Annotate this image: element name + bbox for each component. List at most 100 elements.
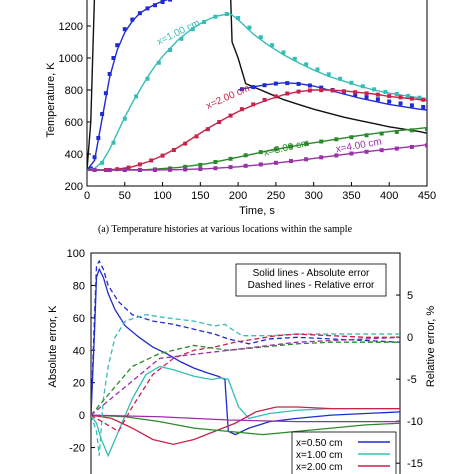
caption-a: (a) Temperature histories at various loc… <box>98 224 353 235</box>
data-point <box>304 141 309 146</box>
series-line-1 <box>91 365 400 458</box>
data-point <box>304 62 309 67</box>
data-point <box>243 153 248 158</box>
x-tick-label: 200 <box>229 190 247 202</box>
y-tick-label: 800 <box>65 85 83 97</box>
data-point <box>122 27 127 32</box>
data-point <box>372 87 377 92</box>
data-point <box>171 148 176 152</box>
data-point <box>145 6 150 11</box>
data-point <box>273 147 278 152</box>
data-point <box>126 165 131 170</box>
legend: x=0.50 cmx=1.00 cmx=2.00 cm <box>291 431 397 474</box>
data-point <box>224 12 229 16</box>
plot-area <box>87 0 427 172</box>
plot-area <box>91 259 400 458</box>
data-point <box>228 156 233 161</box>
series-line-4 <box>91 414 400 423</box>
x-axis-label: Time, s <box>239 205 275 217</box>
data-point <box>326 72 331 77</box>
data-point <box>341 89 346 94</box>
data-point <box>198 162 203 167</box>
data-point <box>353 92 358 97</box>
data-point <box>421 104 426 109</box>
data-point <box>100 112 105 116</box>
series-line-6 <box>87 144 427 171</box>
legend-label: x=1.00 cm <box>296 450 342 461</box>
data-point <box>409 144 414 149</box>
x-tick-label: 300 <box>304 190 322 202</box>
series-line-9 <box>91 336 400 416</box>
y-tick-label: 60 <box>73 313 85 325</box>
data-point <box>273 94 278 99</box>
data-point <box>273 81 278 86</box>
x-tick-label: 350 <box>342 190 360 202</box>
series-line-5 <box>91 259 400 416</box>
data-point <box>364 91 369 96</box>
y-tick-label: 600 <box>65 117 83 129</box>
y-tick-label: 400 <box>65 149 83 161</box>
data-point <box>421 97 426 102</box>
series-label: x=3.00 cm <box>263 138 311 159</box>
x-tick-label: 50 <box>119 190 131 202</box>
x-tick-label: 0 <box>84 190 90 202</box>
data-point <box>111 140 116 145</box>
data-point <box>349 80 354 85</box>
series-label: x=1.00 cm <box>155 18 202 48</box>
series-line-3 <box>91 414 400 436</box>
data-point <box>92 155 97 160</box>
data-point <box>160 0 165 4</box>
data-point <box>213 14 218 19</box>
data-point <box>130 17 135 22</box>
data-point <box>247 25 252 30</box>
data-point <box>425 143 427 148</box>
data-point <box>296 81 301 86</box>
data-point <box>409 103 414 108</box>
data-point <box>394 146 399 151</box>
y-axis-label: Temperature, K <box>45 62 57 138</box>
data-point <box>115 167 120 172</box>
y2-tick-label: 5 <box>407 290 413 302</box>
data-point <box>319 88 324 93</box>
note-line: Solid lines - Absolute error <box>253 268 370 279</box>
data-point <box>349 135 354 140</box>
series-line-0 <box>87 0 427 171</box>
y-tick-label: 200 <box>65 181 83 193</box>
data-point <box>319 139 324 144</box>
data-point <box>353 90 358 95</box>
data-point <box>285 91 290 96</box>
data-point <box>364 133 369 138</box>
data-point <box>364 95 369 100</box>
legend-label: x=0.50 cm <box>296 438 342 449</box>
data-point <box>153 168 157 172</box>
data-point <box>307 83 312 88</box>
y2-tick-label: -15 <box>407 458 423 470</box>
data-point <box>383 89 388 94</box>
data-point <box>96 136 101 140</box>
y-tick-label: 80 <box>73 280 85 292</box>
data-point <box>107 72 112 76</box>
data-point <box>228 113 233 118</box>
data-point <box>379 131 384 136</box>
data-point <box>330 88 335 93</box>
y-tick-label: 1400 <box>59 0 83 1</box>
y-tick-label: 100 <box>67 248 85 260</box>
x-tick-label: 250 <box>267 190 285 202</box>
data-point <box>262 97 267 102</box>
data-point <box>137 11 142 16</box>
data-point <box>425 127 427 132</box>
x-tick-label: 150 <box>191 190 209 202</box>
data-point <box>103 91 108 96</box>
data-point <box>202 20 207 24</box>
data-point <box>228 165 233 170</box>
data-point <box>100 160 105 165</box>
data-point <box>183 141 188 146</box>
plot-frame <box>90 252 401 474</box>
data-point <box>398 95 403 100</box>
data-point <box>205 127 210 132</box>
data-point <box>217 120 222 124</box>
x-tick-label: 450 <box>418 190 436 202</box>
